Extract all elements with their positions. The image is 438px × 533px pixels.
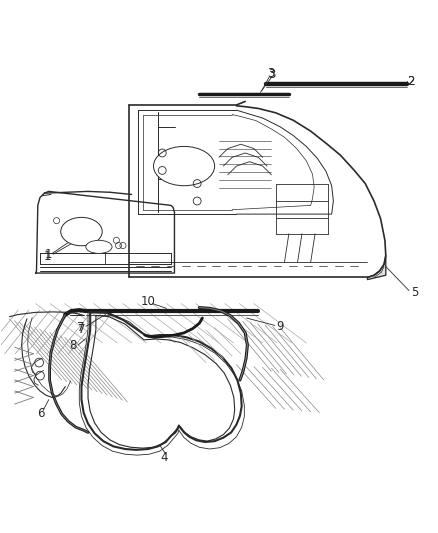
Text: 5: 5 bbox=[411, 286, 418, 299]
Text: 3: 3 bbox=[267, 67, 274, 80]
Polygon shape bbox=[367, 256, 386, 280]
Text: 9: 9 bbox=[277, 320, 284, 333]
Text: 6: 6 bbox=[37, 407, 45, 420]
Text: 4: 4 bbox=[161, 451, 168, 464]
Text: 7: 7 bbox=[78, 324, 85, 336]
Text: 2: 2 bbox=[408, 75, 415, 88]
Ellipse shape bbox=[86, 240, 112, 253]
Ellipse shape bbox=[153, 147, 215, 185]
Text: 1: 1 bbox=[44, 249, 52, 263]
Text: 1: 1 bbox=[45, 248, 53, 261]
Text: 7: 7 bbox=[77, 321, 85, 334]
Ellipse shape bbox=[61, 217, 102, 246]
Text: 10: 10 bbox=[141, 295, 155, 308]
Text: 2: 2 bbox=[408, 75, 415, 88]
Text: 8: 8 bbox=[70, 340, 77, 352]
Text: 3: 3 bbox=[268, 68, 275, 81]
